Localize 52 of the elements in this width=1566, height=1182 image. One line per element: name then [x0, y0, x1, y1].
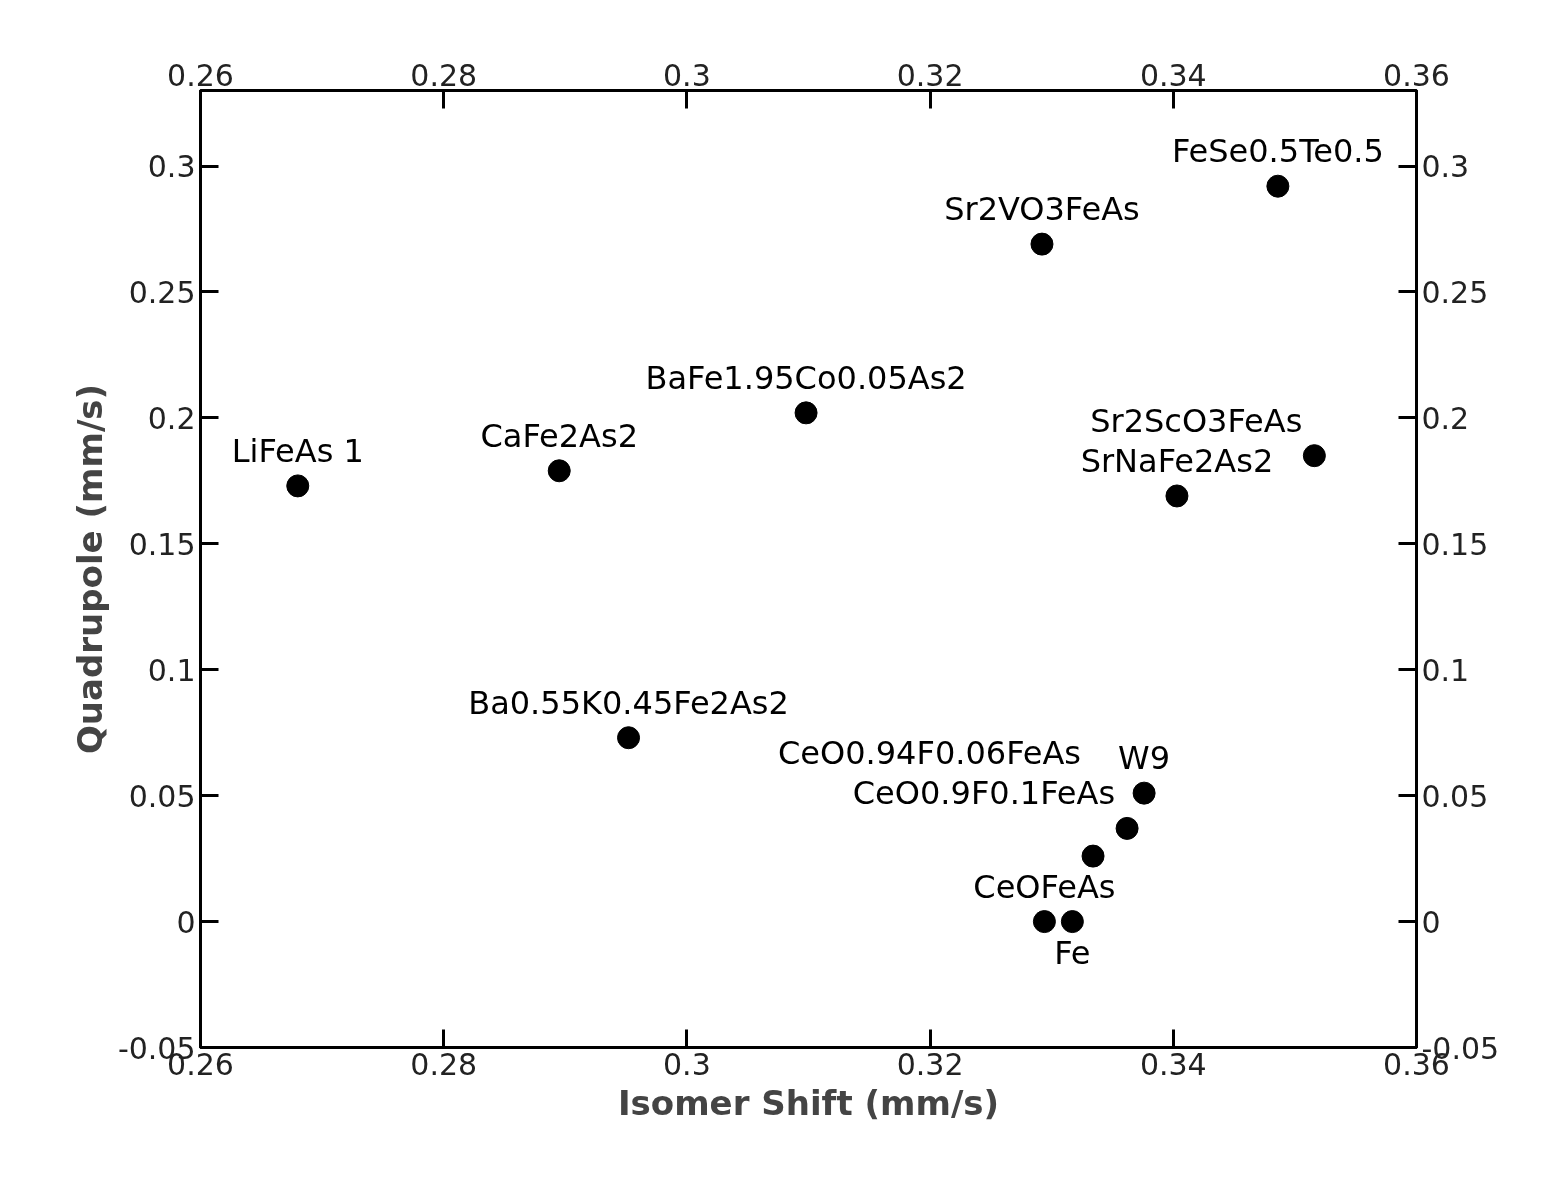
point — [617, 726, 641, 750]
annotation: Fe — [1054, 933, 1091, 972]
x-tick-label: 0.26 — [167, 57, 234, 93]
point — [1302, 444, 1326, 468]
y2-tick-label: 0.25 — [1421, 274, 1489, 310]
x-axis-title: Isomer Shift (mm/s) — [617, 1082, 1000, 1123]
x-tick-label: 0.34 — [1139, 57, 1207, 93]
annotation: CaFe2As2 — [480, 416, 639, 455]
x-tick-label: 0.36 — [1383, 57, 1450, 93]
annotation: W9 — [1118, 739, 1171, 778]
point — [286, 474, 310, 498]
annotation: LiFeAs 1 — [231, 431, 364, 470]
annotation: CeO0.9F0.1FeAs — [852, 774, 1116, 813]
point — [1165, 484, 1189, 508]
annotation: CeO0.94F0.06FeAs — [778, 734, 1082, 773]
x-tick-label: 0.32 — [896, 57, 964, 93]
y-tick-label: 0.1 — [147, 652, 196, 688]
y2-tick-label: 0 — [1421, 904, 1441, 940]
annotation: Ba0.55K0.45Fe2As2 — [468, 683, 789, 722]
point — [1032, 910, 1056, 934]
y-tick-label: 0.25 — [128, 274, 196, 310]
y2-tick-label: 0.15 — [1421, 526, 1489, 562]
x-tick-label: 0.28 — [410, 57, 478, 93]
annotation: Sr2ScO3FeAs — [1090, 401, 1303, 440]
y2-tick-label: 0.1 — [1421, 652, 1470, 688]
y-axis-title: Quadrupole (mm/s) — [69, 383, 110, 755]
annotation: SrNaFe2As2 — [1080, 441, 1274, 480]
y2-tick-label: 0.3 — [1421, 149, 1470, 185]
y-tick-label: 0.05 — [128, 778, 196, 814]
point — [794, 401, 818, 425]
y-tick-label: 0 — [176, 904, 196, 940]
point — [1132, 781, 1156, 805]
annotation: FeSe0.5Te0.5 — [1171, 132, 1384, 171]
point — [1266, 174, 1290, 198]
point — [1060, 910, 1084, 934]
y-tick-label: 0.3 — [147, 149, 196, 185]
point — [1030, 232, 1054, 256]
point — [547, 459, 571, 483]
point — [1081, 844, 1105, 868]
x2-tick-label: 0.34 — [1139, 1046, 1207, 1082]
x2-tick-label: 0.32 — [896, 1046, 964, 1082]
x2-tick-label: 0.28 — [410, 1046, 478, 1082]
annotation: Sr2VO3FeAs — [944, 190, 1140, 229]
y2-tick-label: 0.05 — [1421, 778, 1489, 814]
annotation: CeOFeAs — [973, 867, 1116, 906]
y2-tick-label: 0.2 — [1421, 400, 1470, 436]
point — [1115, 816, 1139, 840]
x2-tick-label: 0.3 — [663, 1046, 711, 1082]
annotation: BaFe1.95Co0.05As2 — [645, 358, 967, 397]
y-tick-label: 0.15 — [128, 526, 196, 562]
x-tick-label: 0.3 — [663, 57, 711, 93]
y-tick-label: 0.2 — [147, 400, 196, 436]
